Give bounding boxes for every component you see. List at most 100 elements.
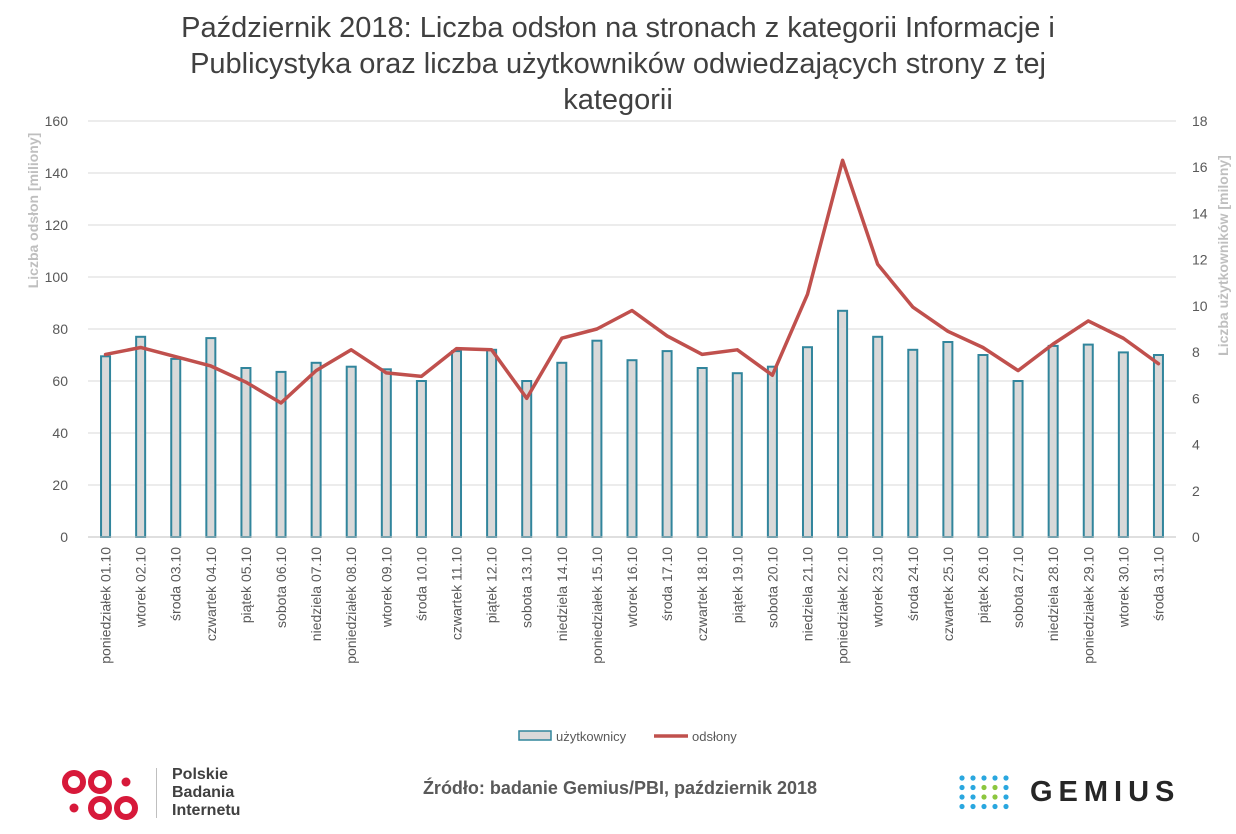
x-tick-label: niedziela 14.10 — [554, 547, 570, 641]
pbi-line-3: Internetu — [172, 802, 241, 819]
bar — [521, 380, 533, 538]
bar — [801, 346, 813, 539]
bar — [1047, 344, 1059, 538]
bar — [451, 350, 463, 538]
gemius-logo: GEMIUS — [956, 772, 1216, 812]
x-tick-label: wtorek 02.10 — [133, 547, 149, 628]
pbi-dots-icon — [62, 770, 138, 820]
x-tick-label: czwartek 11.10 — [449, 547, 465, 640]
gemius-dot — [970, 803, 976, 810]
legend-label-users: użytkownicy — [556, 729, 627, 744]
gemius-dot — [1003, 803, 1009, 810]
x-tick-label: środa 03.10 — [168, 547, 184, 621]
gemius-dot — [959, 775, 965, 781]
y-axis-title-left: Liczba odsłon [miliony] — [25, 133, 41, 289]
bar — [100, 355, 112, 538]
gemius-dots-icon — [959, 775, 1009, 810]
gemius-dot — [959, 784, 965, 791]
gemius-dot — [959, 794, 965, 800]
gemius-dot — [981, 775, 987, 781]
bar — [907, 348, 919, 538]
y-tick-label-left: 120 — [45, 217, 69, 233]
x-tick-label: poniedziałek 22.10 — [835, 547, 851, 664]
pbi-wordmark: Polskie Badania Internetu — [172, 766, 240, 820]
gemius-dot — [981, 803, 987, 810]
y-tick-label-left: 100 — [45, 269, 69, 285]
bar — [380, 368, 392, 538]
gemius-dot — [970, 775, 976, 781]
pbi-line-1: Polskie — [172, 766, 229, 783]
chart-title: Październik 2018: Liczba odsłon na stron… — [150, 10, 1086, 118]
gemius-wordmark: GEMIUS — [1030, 776, 1181, 808]
x-tick-label: czwartek 18.10 — [694, 547, 710, 641]
pbi-logo: Polskie Badania Internetu — [62, 766, 282, 822]
bar-series-users — [100, 309, 1164, 539]
y-tick-label-left: 160 — [45, 113, 69, 129]
y-tick-label-left: 60 — [52, 373, 68, 389]
bar — [872, 335, 884, 538]
bar — [1012, 380, 1024, 538]
x-tick-label: wtorek 09.10 — [378, 547, 394, 628]
pbi-line-2: Badania — [172, 784, 235, 801]
x-tick-label: piątek 19.10 — [729, 547, 745, 623]
gemius-dot — [992, 775, 998, 781]
x-tick-label: wtorek 30.10 — [1115, 547, 1131, 628]
x-tick-label: niedziela 21.10 — [799, 547, 815, 641]
x-tick-label: piątek 05.10 — [238, 547, 254, 623]
bar — [942, 341, 954, 538]
gemius-dot — [959, 803, 965, 810]
bar — [661, 350, 673, 538]
title-line-2: Publicystyka oraz liczba użytkowników od… — [190, 48, 1046, 80]
gemius-dot — [1003, 775, 1009, 781]
gemius-dot — [1003, 784, 1009, 791]
gemius-dot — [981, 794, 987, 800]
source-note: Źródło: badanie Gemius/PBI, październik … — [422, 778, 818, 798]
bar — [240, 367, 252, 538]
bar — [170, 357, 182, 538]
bar — [591, 339, 603, 539]
y-tick-label-right: 8 — [1192, 344, 1200, 360]
y-axis-title-right: Liczba użytkowników [milony] — [1215, 155, 1231, 356]
bar — [345, 365, 357, 539]
x-tick-label: środa 10.10 — [413, 547, 429, 621]
x-tick-label: niedziela 07.10 — [308, 547, 324, 641]
bar — [135, 335, 147, 538]
bar — [275, 370, 287, 538]
bar — [415, 380, 427, 538]
bar — [731, 372, 743, 539]
gemius-dot — [992, 794, 998, 800]
legend-label-pageviews: odsłony — [692, 729, 737, 744]
x-tick-label: poniedziałek 29.10 — [1080, 547, 1096, 664]
title-line-3: kategorii — [563, 84, 673, 116]
x-tick-label: poniedziałek 08.10 — [343, 547, 359, 664]
y-tick-label-right: 0 — [1192, 529, 1200, 545]
y-tick-label-left: 40 — [52, 425, 68, 441]
x-tick-label: środa 24.10 — [905, 547, 921, 621]
gemius-dot — [992, 784, 998, 791]
gemius-dot — [1003, 794, 1009, 800]
bar — [837, 309, 849, 538]
y-tick-label-right: 14 — [1192, 205, 1208, 221]
bar — [696, 367, 708, 538]
bar — [486, 348, 498, 538]
x-tick-label: sobota 06.10 — [273, 547, 289, 628]
y-tick-label-right: 10 — [1192, 298, 1208, 314]
x-tick-label: niedziela 28.10 — [1045, 547, 1061, 641]
x-tick-label: czwartek 25.10 — [940, 547, 956, 641]
y-tick-label-right: 2 — [1192, 483, 1200, 499]
y-tick-label-right: 16 — [1192, 159, 1208, 175]
line-series-pageviews — [103, 158, 1161, 405]
bar — [1152, 354, 1164, 538]
x-tick-label: czwartek 04.10 — [203, 547, 219, 641]
x-tick-label: poniedziałek 01.10 — [98, 547, 114, 664]
bar — [1117, 351, 1129, 538]
x-tick-label: piątek 12.10 — [484, 547, 500, 623]
bar — [310, 361, 322, 538]
bar — [1082, 343, 1094, 538]
bar — [766, 365, 778, 539]
y-tick-label-right: 6 — [1192, 390, 1200, 406]
axes: 0 20 40 60 80 100 120 140 160 0 2 4 6 8 10 12 14 16 18 Licz… — [25, 113, 1231, 664]
bar — [556, 361, 568, 538]
y-tick-label-left: 80 — [52, 321, 68, 337]
